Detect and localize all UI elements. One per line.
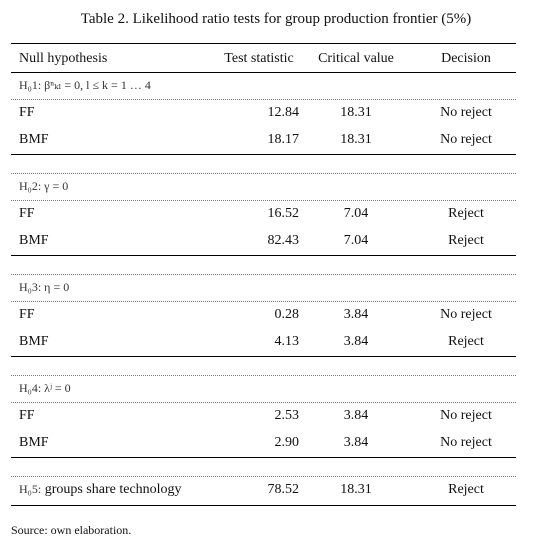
header-critical-value: Critical value xyxy=(318,51,394,66)
table-row: BMF 82.43 7.04 Reject xyxy=(11,228,516,255)
header-decision: Decision xyxy=(441,51,491,66)
test-statistic-value: 4.13 xyxy=(274,334,300,349)
test-statistic-value: 82.43 xyxy=(267,233,300,248)
row-label: H₀5: groups share technology xyxy=(19,482,182,498)
spacer-row xyxy=(11,356,516,375)
hypothesis-row: H₀4: λʲ = 0 xyxy=(11,375,516,402)
decision-value: No reject xyxy=(440,132,492,147)
row-label: FF xyxy=(19,105,35,120)
test-statistic-value: 0.28 xyxy=(274,307,300,322)
critical-value: 18.31 xyxy=(340,105,372,120)
table-row: FF 2.53 3.84 No reject xyxy=(11,402,516,430)
test-statistic-value: 18.17 xyxy=(267,132,300,147)
decision-value: No reject xyxy=(440,307,492,322)
decision-value: No reject xyxy=(440,435,492,450)
header-row: Null hypothesis Test statistic Critical … xyxy=(11,43,516,72)
critical-value: 18.31 xyxy=(340,132,372,147)
decision-value: Reject xyxy=(448,206,484,221)
table-row: BMF 2.90 3.84 No reject xyxy=(11,430,516,457)
decision-value: Reject xyxy=(448,334,484,349)
hypothesis-label: H₀4: λʲ = 0 xyxy=(19,381,71,395)
table-row: FF 16.52 7.04 Reject xyxy=(11,200,516,228)
table-row: FF 12.84 18.31 No reject xyxy=(11,99,516,127)
table-row: H₀5: groups share technology 78.52 18.31… xyxy=(11,476,516,506)
spacer-row xyxy=(11,154,516,173)
header-test-statistic: Test statistic xyxy=(224,51,294,66)
hypothesis-label: H₀3: η = 0 xyxy=(19,280,70,294)
critical-value: 3.84 xyxy=(343,307,369,322)
test-statistic-value: 78.52 xyxy=(267,482,300,497)
critical-value: 3.84 xyxy=(343,334,369,349)
test-statistic-value: 2.53 xyxy=(274,408,300,423)
test-statistic-value: 16.52 xyxy=(267,206,300,221)
hypothesis-label: H₀1: βⁿₖₗ = 0, l ≤ k = 1 … 4 xyxy=(19,78,151,92)
critical-value: 3.84 xyxy=(343,408,369,423)
decision-value: No reject xyxy=(440,105,492,120)
row-label: FF xyxy=(19,307,35,322)
hypothesis-label: H₀2: γ = 0 xyxy=(19,179,69,193)
row-label: FF xyxy=(19,408,35,423)
hypothesis-row: H₀1: βⁿₖₗ = 0, l ≤ k = 1 … 4 xyxy=(11,72,516,99)
hypothesis-row: H₀3: η = 0 xyxy=(11,274,516,301)
table-caption: Table 2. Likelihood ratio tests for grou… xyxy=(80,11,472,27)
critical-value: 7.04 xyxy=(343,233,369,248)
hypothesis-row: H₀2: γ = 0 xyxy=(11,173,516,200)
row-label: FF xyxy=(19,206,35,221)
hypothesis-symbol: H₀5: xyxy=(19,482,42,496)
decision-value: Reject xyxy=(448,233,484,248)
critical-value: 18.31 xyxy=(340,482,372,497)
row-label: BMF xyxy=(19,435,49,450)
hypothesis-text: groups share technology xyxy=(44,482,182,497)
table-row: FF 0.28 3.84 No reject xyxy=(11,301,516,329)
decision-value: No reject xyxy=(440,408,492,423)
table-row: BMF 4.13 3.84 Reject xyxy=(11,329,516,356)
table-row: BMF 18.17 18.31 No reject xyxy=(11,127,516,154)
source-note: Source: own elaboration. xyxy=(11,523,132,537)
row-label: BMF xyxy=(19,132,49,147)
row-label: BMF xyxy=(19,233,49,248)
row-label: BMF xyxy=(19,334,49,349)
decision-value: Reject xyxy=(448,482,484,497)
spacer-row xyxy=(11,255,516,274)
test-statistic-value: 2.90 xyxy=(274,435,300,450)
header-null-hypothesis: Null hypothesis xyxy=(19,51,108,66)
critical-value: 7.04 xyxy=(343,206,369,221)
spacer-row xyxy=(11,457,516,476)
test-statistic-value: 12.84 xyxy=(267,105,300,120)
critical-value: 3.84 xyxy=(343,435,369,450)
likelihood-ratio-table: Null hypothesis Test statistic Critical … xyxy=(11,43,516,506)
